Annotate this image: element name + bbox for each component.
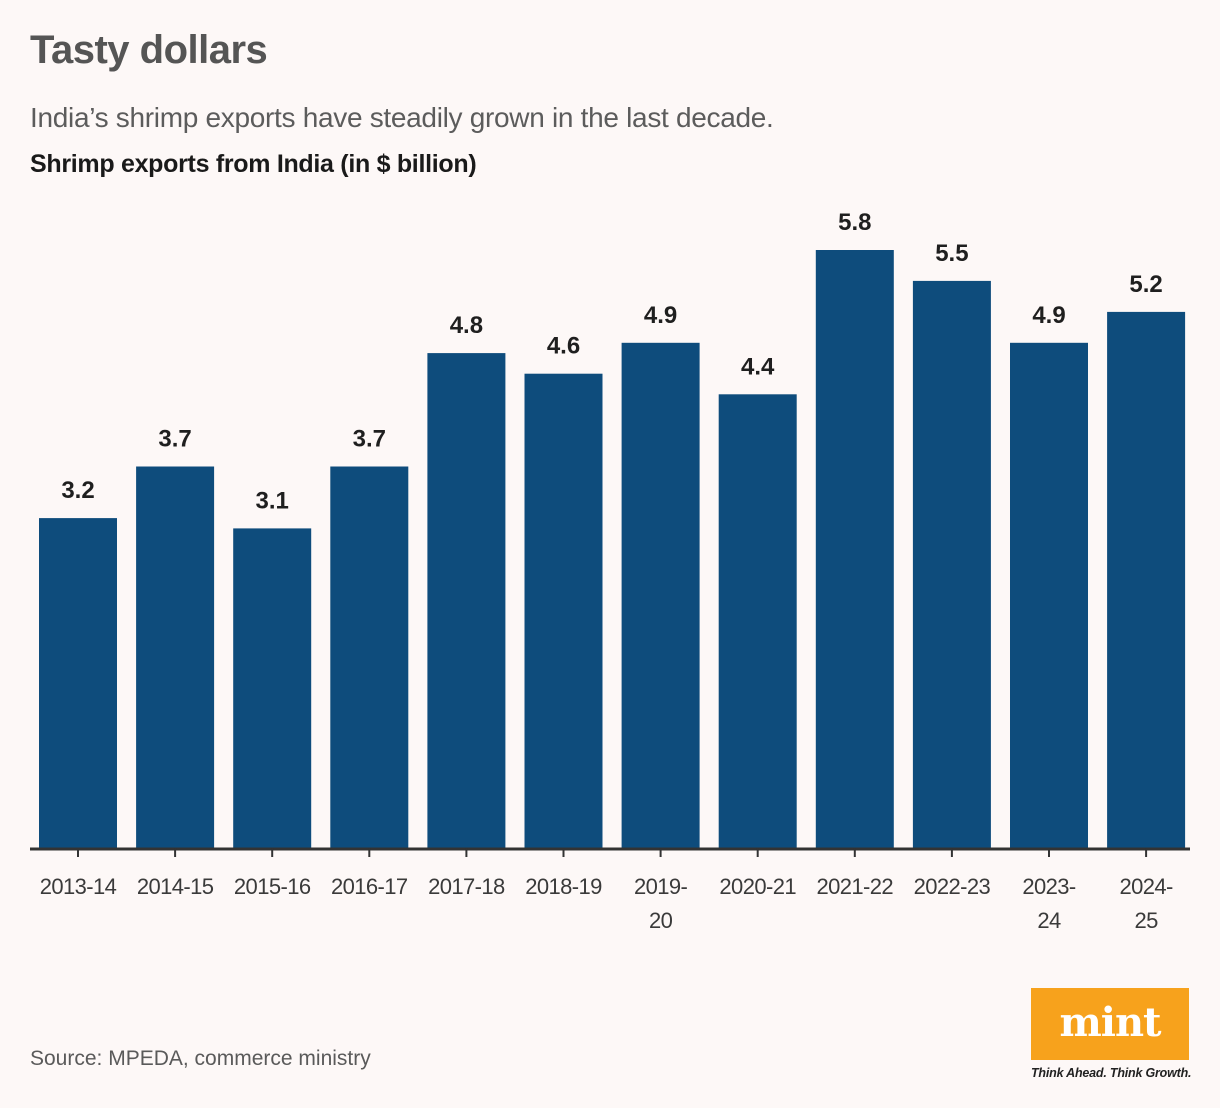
- x-tick-label-line: 2020-21: [719, 874, 796, 899]
- source-note: Source: MPEDA, commerce ministry: [30, 1047, 371, 1070]
- x-tick-labels-group: 2013-14 2014-15 2015-16 2016-17 2017-18 2018-…: [40, 874, 1174, 933]
- x-tick-label-line: 24: [1037, 908, 1061, 933]
- x-tick-label-2019-20: 2019- 20: [634, 874, 688, 933]
- value-label-2014-15: 3.7: [158, 426, 191, 453]
- bar-2017-18: [427, 353, 506, 848]
- x-tick-label-line: 2018-19: [525, 874, 602, 899]
- value-label-2017-18: 4.8: [450, 312, 483, 339]
- value-label-2020-21: 4.4: [741, 353, 775, 380]
- value-label-2013-14: 3.2: [61, 477, 94, 504]
- x-tick-label-line: 2024-: [1119, 874, 1173, 899]
- chart-title: Tasty dollars: [30, 28, 268, 72]
- chart-heading: Shrimp exports from India (in $ billion): [30, 150, 477, 178]
- x-tick-label-line: 20: [649, 908, 673, 933]
- bars-group: [39, 250, 1186, 848]
- x-tick-label-line: 2019-: [634, 874, 688, 899]
- x-tick-label-line: 25: [1134, 908, 1158, 933]
- bar-2021-22: [815, 250, 894, 848]
- bar-2020-21: [718, 394, 797, 848]
- value-label-2024-25: 5.2: [1129, 271, 1162, 298]
- bar-2024-25: [1107, 311, 1186, 848]
- value-label-2016-17: 3.7: [353, 426, 386, 453]
- x-tick-label-line: 2022-23: [914, 874, 991, 899]
- x-tick-label-line: 2013-14: [40, 874, 117, 899]
- x-tick-label-2013-14: 2013-14: [40, 874, 117, 899]
- value-label-2021-22: 5.8: [838, 209, 871, 236]
- mint-tagline: Think Ahead. Think Growth.: [1031, 1066, 1192, 1080]
- bar-2019-20: [621, 342, 700, 848]
- x-tick-label-line: 2021-22: [817, 874, 894, 899]
- value-label-2022-23: 5.5: [935, 240, 968, 267]
- x-tick-label-line: 2016-17: [331, 874, 408, 899]
- mint-logo: mint: [1031, 988, 1189, 1060]
- bar-2022-23: [912, 280, 991, 848]
- x-tick-label-line: 2023-: [1022, 874, 1076, 899]
- x-tick-label-2021-22: 2021-22: [817, 874, 894, 899]
- x-tick-label-2022-23: 2022-23: [914, 874, 991, 899]
- chart-subtitle: India’s shrimp exports have steadily gro…: [30, 102, 774, 133]
- x-tick-label-2017-18: 2017-18: [428, 874, 505, 899]
- x-tick-label-2016-17: 2016-17: [331, 874, 408, 899]
- value-labels-group: 3.2 3.7 3.1 3.7 4.8 4.6 4.9 4.4 5.8 5.5 4.9 5.2: [61, 209, 1162, 514]
- bar-2013-14: [39, 518, 117, 848]
- value-label-2015-16: 3.1: [256, 487, 289, 514]
- x-tick-label-line: 2014-15: [137, 874, 214, 899]
- bar-2018-19: [524, 373, 603, 848]
- bar-2023-24: [1010, 342, 1088, 848]
- x-tick-label-2020-21: 2020-21: [719, 874, 796, 899]
- x-tick-label-2018-19: 2018-19: [525, 874, 602, 899]
- x-tick-label-2024-25: 2024- 25: [1119, 874, 1173, 933]
- bar-2016-17: [330, 466, 409, 848]
- x-tick-label-2015-16: 2015-16: [234, 874, 311, 899]
- value-label-2018-19: 4.6: [547, 333, 580, 360]
- x-tick-label-line: 2015-16: [234, 874, 311, 899]
- mint-logo-text: mint: [1059, 998, 1161, 1046]
- x-tick-label-2023-24: 2023- 24: [1022, 874, 1076, 933]
- value-label-2023-24: 4.9: [1032, 302, 1065, 329]
- bar-2015-16: [233, 528, 312, 848]
- bar-2014-15: [136, 466, 215, 848]
- value-label-2019-20: 4.9: [644, 302, 677, 329]
- x-tick-label-line: 2017-18: [428, 874, 505, 899]
- x-tick-label-2014-15: 2014-15: [137, 874, 214, 899]
- bar-chart: 3.2 3.7 3.1 3.7 4.8 4.6 4.9 4.4 5.8 5.5 4.9 5.2 201…: [30, 209, 1190, 933]
- x-ticks-group: [77, 848, 1148, 857]
